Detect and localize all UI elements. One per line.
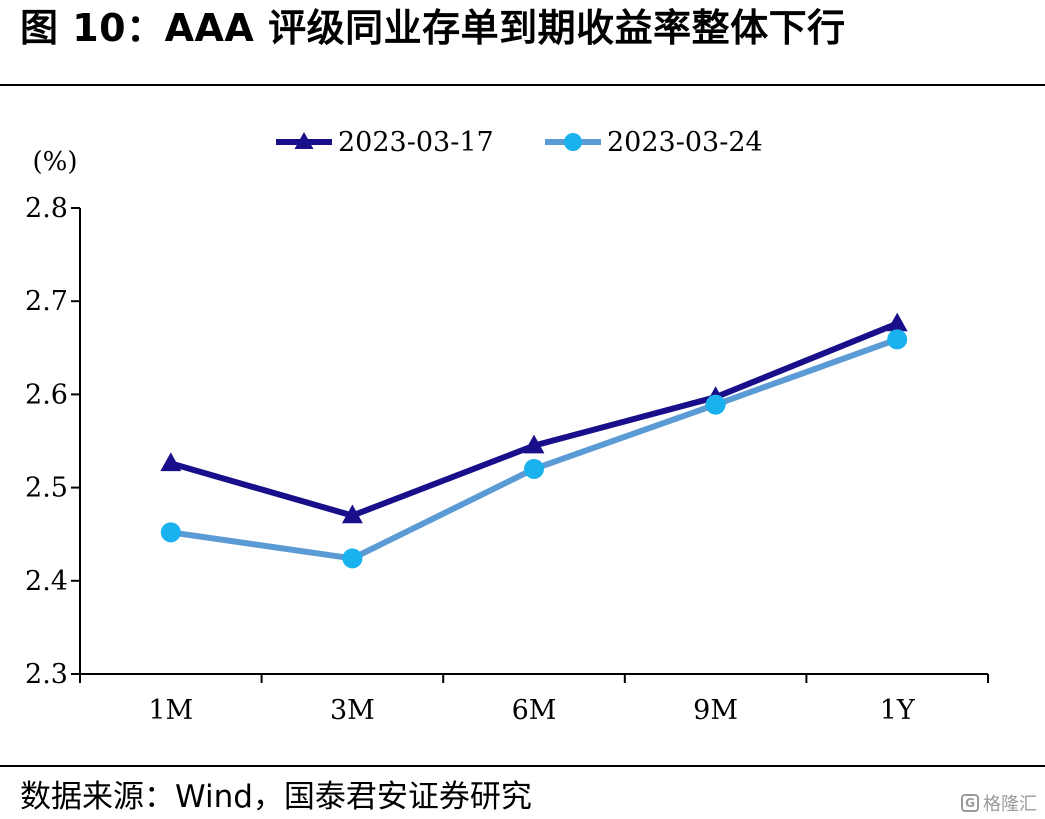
x-tick-label: 1Y xyxy=(880,695,916,726)
y-axis-label: (%) xyxy=(33,147,78,177)
series-2 xyxy=(160,329,908,569)
legend-label: 2023-03-17 xyxy=(338,127,494,158)
chart-legend: 2023-03-17 2023-03-24 xyxy=(276,127,763,158)
series-1 xyxy=(160,312,908,524)
source-divider xyxy=(0,765,1045,767)
y-tick-label: 2.5 xyxy=(25,473,68,504)
data-point xyxy=(341,504,363,524)
y-tick-label: 2.6 xyxy=(25,379,68,410)
legend-marker xyxy=(294,132,314,149)
data-point xyxy=(886,312,908,332)
legend-label: 2023-03-24 xyxy=(607,127,763,158)
x-tick-label: 9M xyxy=(693,695,738,726)
figure-title: 图 10：AAA 评级同业存单到期收益率整体下行 xyxy=(20,6,846,50)
data-point xyxy=(160,522,181,543)
data-point xyxy=(523,434,545,454)
title-divider xyxy=(0,84,1045,86)
x-axis: 1M 3M 6M 9M 1Y xyxy=(79,673,989,726)
data-point xyxy=(160,452,182,472)
data-point xyxy=(342,548,363,569)
y-tick-label: 2.4 xyxy=(25,566,68,597)
legend-item: 2023-03-24 xyxy=(545,127,763,158)
watermark: G 格隆汇 xyxy=(961,790,1037,816)
data-point xyxy=(524,458,544,479)
x-tick-label: 3M xyxy=(330,695,375,726)
x-tick-label: 6M xyxy=(512,695,557,726)
y-tick-label: 2.7 xyxy=(25,286,68,317)
series-layer xyxy=(160,312,908,569)
x-tick-label: 1M xyxy=(148,695,193,726)
legend-item: 2023-03-17 xyxy=(276,127,494,158)
y-tick-label: 2.3 xyxy=(25,659,68,690)
y-axis: 2.8 2.7 2.6 2.5 2.4 2.3 xyxy=(25,193,81,690)
legend-marker xyxy=(564,133,582,151)
data-point xyxy=(887,329,908,350)
line-chart: 2023-03-17 2023-03-24 (%) 2.8 2.7 2.6 2.5 2.4… xyxy=(25,127,989,726)
data-point xyxy=(705,394,726,415)
y-tick-label: 2.8 xyxy=(25,193,68,224)
source-note: 数据来源：Wind，国泰君安证券研究 xyxy=(20,779,532,815)
watermark-logo-icon: G xyxy=(961,794,979,812)
watermark-text: 格隆汇 xyxy=(983,794,1037,815)
series-line xyxy=(169,320,899,519)
